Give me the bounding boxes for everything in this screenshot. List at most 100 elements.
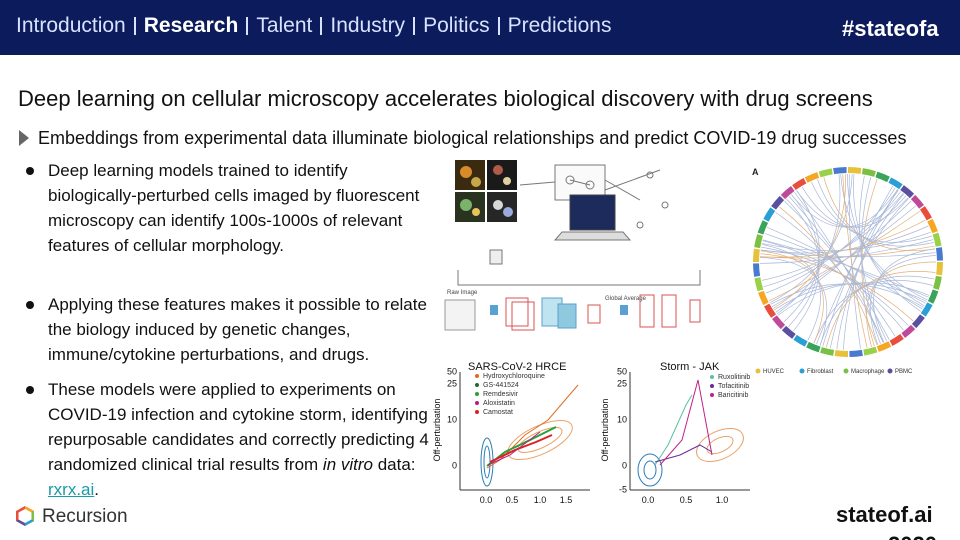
legend-label: Baricitinib — [718, 392, 748, 399]
micrographs — [455, 160, 517, 222]
bullet-text: data: — [373, 455, 416, 474]
ring-segment — [764, 303, 777, 318]
ring-segment — [754, 234, 763, 249]
bullet-text: Applying these features makes it possibl… — [48, 295, 427, 364]
year: 2020 — [888, 532, 937, 540]
nav-separator — [413, 17, 416, 35]
chord — [784, 200, 896, 337]
header-bar — [0, 0, 960, 55]
bullet-text: These models were applied to experiments… — [48, 380, 429, 474]
bullet-text: Deep learning models trained to identify… — [48, 161, 420, 255]
legend-label: Tofacitinib — [718, 383, 749, 390]
chord — [859, 175, 887, 342]
ring-segment — [888, 177, 903, 190]
ring-segment — [933, 275, 942, 290]
subtitle: Embeddings from experimental data illumi… — [38, 128, 907, 148]
legend-label: Remdesivir — [483, 391, 519, 398]
chord — [777, 282, 930, 316]
legend-label: Macrophage — [851, 369, 885, 375]
chord — [770, 283, 924, 308]
ring-segment — [911, 314, 925, 329]
ring-segment — [849, 349, 863, 357]
ring-segment — [763, 207, 776, 222]
legend-swatch — [475, 392, 479, 396]
brand: stateof.ai — [836, 502, 933, 527]
nav-separator — [320, 17, 323, 35]
chord — [826, 271, 936, 348]
legend-swatch — [755, 368, 761, 374]
ring-segment — [910, 194, 924, 209]
nav-item[interactable]: Politics — [423, 14, 490, 37]
ring-segment — [792, 178, 807, 191]
y-tick-label: 50 — [617, 366, 627, 376]
legend-swatch — [799, 368, 805, 374]
chart-hrce — [459, 372, 590, 491]
circle-plot: A HUVEC Fibroblast Macrophage PBMC — [752, 167, 943, 375]
ring-segment — [861, 168, 876, 177]
nav-item[interactable]: Predictions — [507, 14, 612, 37]
bullet-text: . — [94, 480, 100, 499]
nav-separator — [246, 17, 249, 35]
ring-segment — [833, 167, 847, 175]
legend-label: HUVEC — [763, 369, 785, 375]
legend-swatch — [843, 368, 849, 374]
ring-segment — [804, 172, 820, 183]
nav-item[interactable]: Talent — [256, 14, 313, 37]
y-tick-label: 0 — [622, 460, 627, 470]
ring-segment — [901, 324, 916, 338]
ring-segment — [754, 277, 764, 292]
ring-segment — [889, 333, 904, 346]
logo-icon — [16, 506, 34, 526]
bullet: Applying these features makes it possibl… — [48, 292, 433, 367]
ring-segment — [771, 195, 785, 210]
ring-segment — [834, 350, 849, 357]
chord — [873, 248, 936, 343]
legend-swatch — [475, 401, 479, 405]
chord — [760, 257, 828, 346]
ring-segment — [920, 302, 933, 317]
ring-segment — [863, 346, 878, 356]
legend-label: PBMC — [895, 369, 913, 375]
y-tick-label: 25 — [617, 378, 627, 388]
legend-swatch — [710, 375, 714, 379]
subtitle-marker — [19, 130, 29, 146]
chord — [760, 239, 934, 264]
ring-segment — [820, 347, 835, 356]
ring-segment — [927, 289, 939, 304]
y-tick-label: 50 — [447, 366, 457, 376]
chord — [811, 181, 933, 243]
chord — [843, 189, 899, 350]
y-tick-label: 10 — [617, 414, 627, 424]
nav-item[interactable]: Research — [143, 14, 239, 37]
chart-title: SARS-CoV-2 HRCE — [468, 361, 566, 373]
axis-label: Off-perturbation — [600, 399, 610, 462]
y-tick-label: -5 — [619, 484, 627, 494]
chord — [817, 179, 934, 247]
y-tick-label: 0 — [452, 460, 457, 470]
chord — [848, 174, 861, 350]
y-tick-label: 10 — [447, 414, 457, 424]
cnn-diagram — [444, 294, 701, 331]
legend-swatch — [475, 374, 479, 378]
slide-title: Deep learning on cellular microscopy acc… — [18, 86, 873, 111]
bullet: Deep learning models trained to identify… — [48, 158, 433, 258]
axis-label: Off-perturbation — [432, 399, 442, 462]
y-tick-label: 25 — [447, 378, 457, 388]
nav-item[interactable]: Industry — [330, 14, 406, 37]
nav-item[interactable]: Introduction — [16, 14, 126, 37]
ring-segment — [753, 248, 760, 263]
logo-text: Recursion — [42, 506, 128, 527]
chord — [791, 189, 898, 228]
bullet-dot — [26, 167, 34, 175]
ring-segment — [780, 186, 795, 200]
x-tick-label: 0.0 — [480, 495, 493, 505]
chord — [760, 219, 926, 258]
link[interactable]: rxrx.ai — [48, 480, 95, 499]
chord — [840, 174, 928, 301]
legend-label: GS-441524 — [483, 382, 519, 389]
ring-segment — [875, 171, 890, 183]
chart-jak — [629, 372, 750, 491]
ring-segment — [919, 206, 932, 221]
x-tick-label: 0.0 — [642, 495, 655, 505]
figure-label: Raw Image — [447, 290, 478, 296]
